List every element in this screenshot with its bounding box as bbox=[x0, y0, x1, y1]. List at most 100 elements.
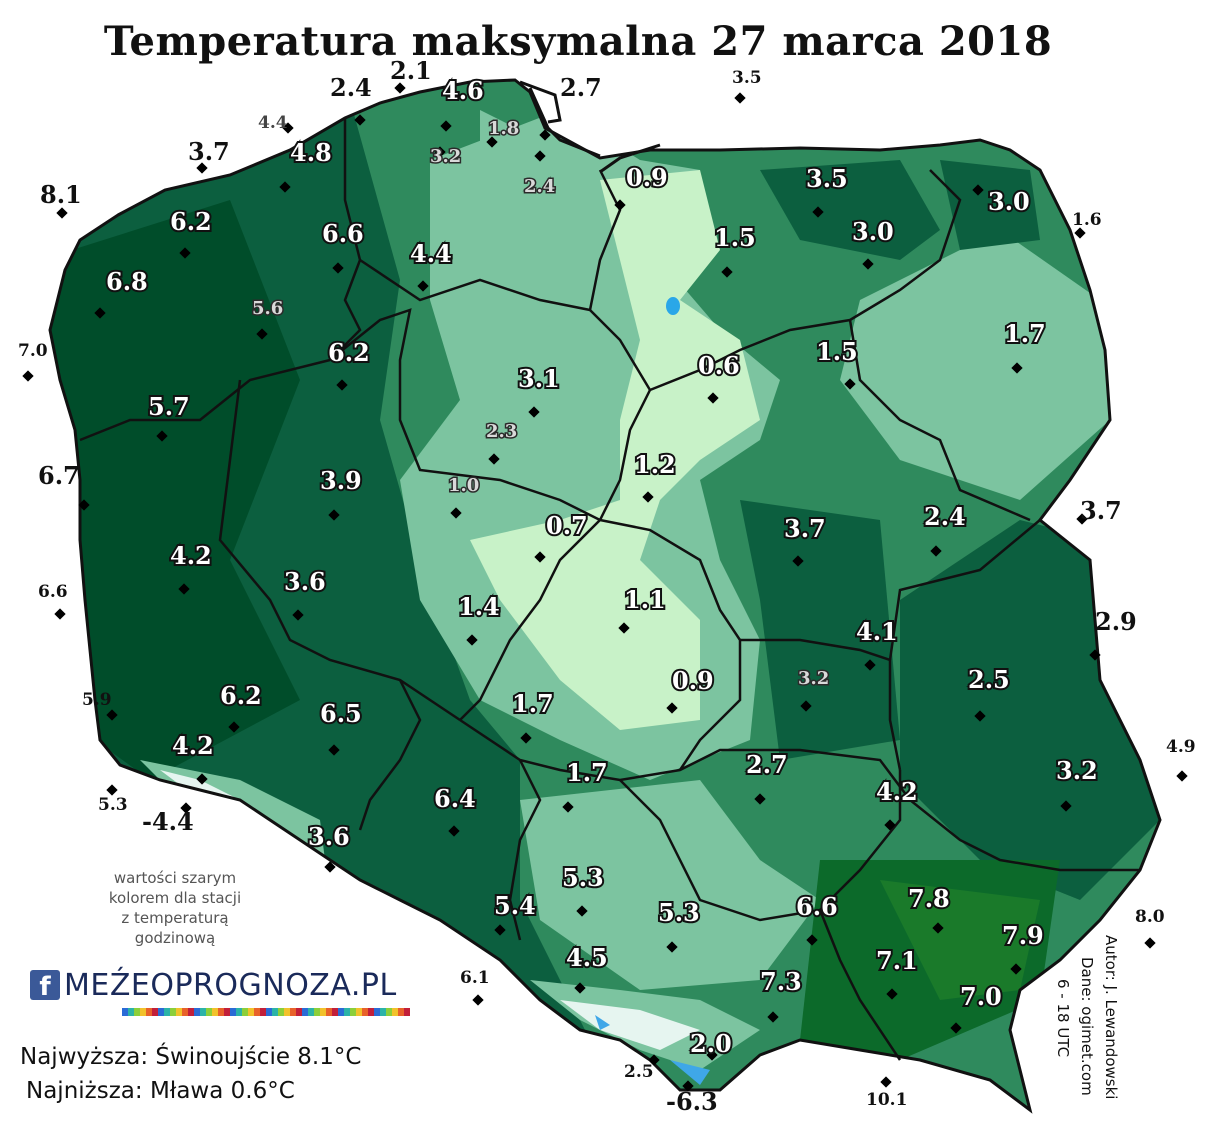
station-temperature-label: 2.1 bbox=[390, 56, 432, 85]
station-temperature-label: 1.4 bbox=[458, 592, 500, 621]
station-marker bbox=[930, 545, 942, 557]
station-temperature-label: 5.3 bbox=[98, 795, 128, 815]
station-marker bbox=[54, 608, 66, 620]
station-marker bbox=[179, 247, 191, 259]
station-marker bbox=[864, 659, 876, 671]
station-temperature-label: 5.3 bbox=[562, 863, 604, 892]
station-marker bbox=[180, 802, 192, 814]
station-temperature-label: -6.3 bbox=[666, 1087, 718, 1116]
station-temperature-label: 10.1 bbox=[866, 1090, 907, 1110]
station-marker bbox=[528, 406, 540, 418]
station-temperature-label: 1.6 bbox=[1072, 210, 1102, 230]
station-marker bbox=[1011, 362, 1023, 374]
station-temperature-label: 1.8 bbox=[488, 118, 519, 139]
station-marker bbox=[707, 392, 719, 404]
station-marker bbox=[178, 583, 190, 595]
station-temperature-label: 2.4 bbox=[924, 502, 966, 531]
station-temperature-label: 0.6 bbox=[698, 351, 740, 380]
station-temperature-label: 2.4 bbox=[524, 176, 555, 197]
station-marker bbox=[562, 801, 574, 813]
station-temperature-label: 2.7 bbox=[746, 750, 788, 779]
station-marker bbox=[1144, 937, 1156, 949]
station-temperature-label: 4.1 bbox=[856, 617, 898, 646]
station-temperature-label: 3.5 bbox=[732, 68, 762, 88]
station-temperature-label: 2.9 bbox=[1095, 607, 1137, 636]
station-temperature-label: 3.6 bbox=[284, 567, 326, 596]
station-marker bbox=[974, 710, 986, 722]
station-marker bbox=[486, 136, 498, 148]
station-temperature-label: 6.5 bbox=[320, 699, 362, 728]
station-marker bbox=[706, 1049, 718, 1061]
station-marker bbox=[618, 622, 630, 634]
station-temperature-label: 4.2 bbox=[876, 777, 918, 806]
station-marker bbox=[196, 162, 208, 174]
summary-block: Najwyższa: Świnoujście 8.1°C Najniższa: … bbox=[20, 1040, 361, 1108]
station-marker bbox=[1176, 770, 1188, 782]
station-temperature-label: 2.3 bbox=[486, 421, 517, 442]
station-marker bbox=[417, 280, 429, 292]
station-marker bbox=[328, 509, 340, 521]
station-marker bbox=[196, 773, 208, 785]
station-marker bbox=[812, 206, 824, 218]
station-marker bbox=[614, 199, 626, 211]
facebook-icon[interactable]: f bbox=[30, 970, 60, 1002]
station-marker bbox=[1089, 649, 1101, 661]
station-marker bbox=[1074, 227, 1086, 239]
data-source-credit: Dane: ogimet.com bbox=[1078, 957, 1096, 1096]
station-marker bbox=[328, 744, 340, 756]
station-temperature-label: 2.7 bbox=[560, 73, 602, 102]
station-marker bbox=[721, 266, 733, 278]
station-temperature-label: 1.7 bbox=[566, 758, 608, 787]
station-temperature-label: 6.2 bbox=[328, 338, 370, 367]
station-marker bbox=[22, 370, 34, 382]
station-temperature-label: 6.6 bbox=[322, 219, 364, 248]
station-marker bbox=[324, 861, 336, 873]
station-marker bbox=[434, 146, 446, 158]
station-temperature-label: 7.0 bbox=[18, 341, 48, 361]
station-marker bbox=[1076, 513, 1088, 525]
note-line: kolorem dla stacji bbox=[108, 889, 242, 907]
station-marker bbox=[1010, 963, 1022, 975]
province-borders bbox=[79, 118, 1140, 1061]
station-temperature-label: 0.9 bbox=[626, 163, 668, 192]
station-temperature-label: -4.4 bbox=[142, 807, 194, 836]
station-marker bbox=[534, 150, 546, 162]
station-temperature-label: 7.3 bbox=[760, 967, 802, 996]
station-temperature-label: 3.2 bbox=[798, 668, 829, 689]
station-marker bbox=[972, 184, 984, 196]
station-marker bbox=[448, 825, 460, 837]
station-temperature-label: 5.3 bbox=[658, 898, 700, 927]
station-marker bbox=[844, 378, 856, 390]
station-temperature-label: 8.1 bbox=[40, 180, 82, 209]
station-marker bbox=[336, 379, 348, 391]
station-temperature-label: 4.5 bbox=[566, 943, 608, 972]
station-marker bbox=[800, 700, 812, 712]
station-marker bbox=[466, 634, 478, 646]
station-marker bbox=[886, 988, 898, 1000]
credits: Autor: J. Lewandowski Dane: ogimet.com 6… bbox=[1040, 935, 1160, 1115]
station-temperature-label: 3.7 bbox=[784, 514, 826, 543]
station-temperature-label: 6.6 bbox=[38, 582, 68, 602]
meteoprognoza-logo[interactable]: f MEŹEOPROGNOZA.PL bbox=[30, 968, 410, 1018]
station-marker bbox=[156, 430, 168, 442]
station-marker bbox=[279, 181, 291, 193]
station-temperature-label: 1.5 bbox=[714, 223, 756, 252]
station-temperature-label: 8.0 bbox=[1135, 907, 1165, 927]
station-marker bbox=[292, 609, 304, 621]
station-marker bbox=[806, 934, 818, 946]
station-temperature-label: 4.4 bbox=[410, 239, 452, 268]
station-marker bbox=[642, 491, 654, 503]
station-marker bbox=[1060, 800, 1072, 812]
station-temperature-label: 3.9 bbox=[320, 466, 362, 495]
note-line: z temperaturą bbox=[121, 909, 229, 927]
station-temperature-label: 2.5 bbox=[968, 665, 1010, 694]
station-temperature-label: 6.6 bbox=[796, 892, 838, 921]
station-marker bbox=[767, 1011, 779, 1023]
station-marker bbox=[932, 922, 944, 934]
station-marker bbox=[880, 1076, 892, 1088]
author-credit: Autor: J. Lewandowski bbox=[1102, 935, 1120, 1100]
station-temperature-label: 5.9 bbox=[82, 690, 112, 710]
station-temperature-label: 6.4 bbox=[434, 784, 476, 813]
stations-layer: 8.13.74.42.42.12.7 3.51.67.06.76.65.95.3-… bbox=[18, 56, 1196, 1116]
station-marker bbox=[520, 732, 532, 744]
